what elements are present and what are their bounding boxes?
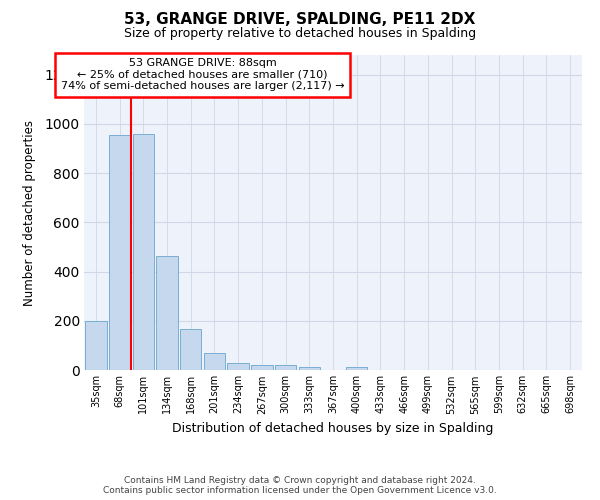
Bar	[180, 330, 202, 370]
Bar	[85, 321, 107, 370]
Bar	[133, 134, 154, 370]
Bar	[346, 367, 367, 370]
Bar	[251, 364, 272, 370]
Text: 53 GRANGE DRIVE: 88sqm
← 25% of detached houses are smaller (710)
74% of semi-de: 53 GRANGE DRIVE: 88sqm ← 25% of detached…	[61, 58, 344, 92]
Bar	[204, 353, 225, 370]
Text: 53, GRANGE DRIVE, SPALDING, PE11 2DX: 53, GRANGE DRIVE, SPALDING, PE11 2DX	[124, 12, 476, 28]
X-axis label: Distribution of detached houses by size in Spalding: Distribution of detached houses by size …	[172, 422, 494, 435]
Y-axis label: Number of detached properties: Number of detached properties	[23, 120, 37, 306]
Bar	[299, 367, 320, 370]
Bar	[109, 135, 130, 370]
Bar	[227, 364, 249, 370]
Text: Size of property relative to detached houses in Spalding: Size of property relative to detached ho…	[124, 28, 476, 40]
Bar	[275, 365, 296, 370]
Bar	[157, 256, 178, 370]
Text: Contains HM Land Registry data © Crown copyright and database right 2024.
Contai: Contains HM Land Registry data © Crown c…	[103, 476, 497, 495]
